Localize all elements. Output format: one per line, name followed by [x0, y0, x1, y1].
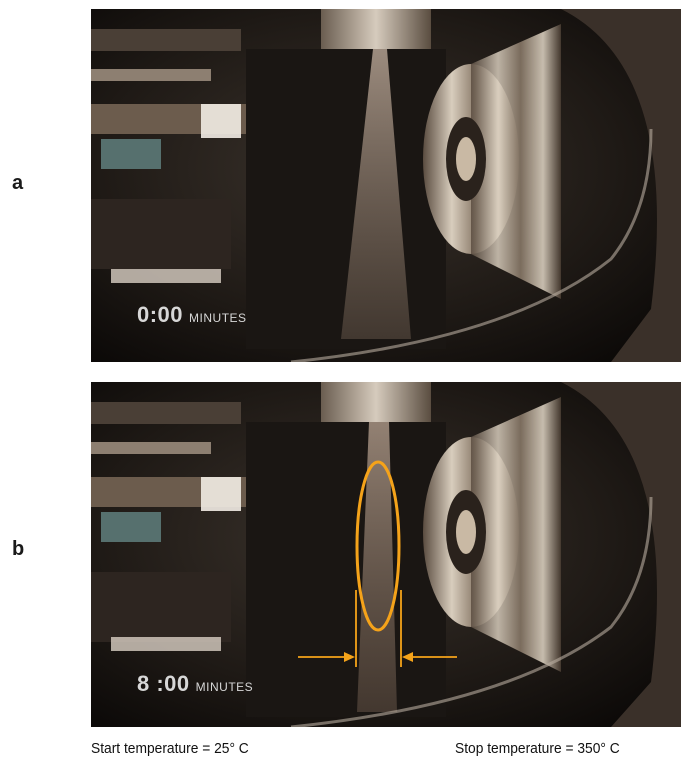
timer-b: 8 :00 MINUTES [137, 671, 253, 697]
timer-b-unit: MINUTES [195, 680, 254, 694]
photo-panel-b: 8 :00 MINUTES [91, 382, 681, 727]
timer-a-unit: MINUTES [189, 311, 247, 325]
right-arrow-icon [402, 652, 457, 662]
stop-temperature-caption: Stop temperature = 350° C [455, 740, 620, 757]
timer-a-value: 0:00 [137, 302, 184, 327]
panel-label-b: b [12, 538, 25, 560]
start-temperature-caption: Start temperature = 25° C [91, 740, 249, 757]
plume-highlight-ellipse [355, 460, 401, 632]
photo-a-image [91, 9, 681, 362]
timer-b-value: 8 :00 [137, 671, 190, 696]
left-arrow-icon [298, 652, 355, 662]
timer-a: 0:00 MINUTES [137, 302, 247, 328]
photo-b-image [91, 382, 681, 727]
photo-panel-a: 0:00 MINUTES [91, 9, 681, 362]
panel-label-a: a [12, 172, 24, 194]
